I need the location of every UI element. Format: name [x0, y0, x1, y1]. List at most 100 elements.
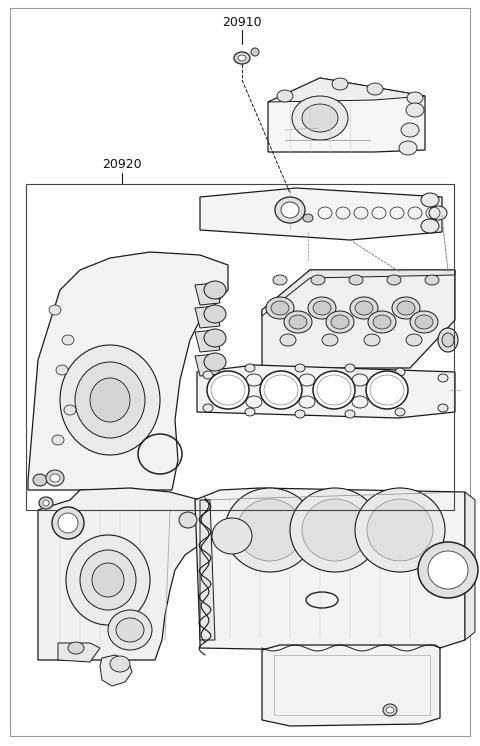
Ellipse shape	[281, 202, 299, 218]
Polygon shape	[197, 365, 455, 418]
Bar	[26, 184, 454, 510]
Polygon shape	[28, 252, 228, 490]
Ellipse shape	[260, 371, 302, 409]
Polygon shape	[195, 330, 220, 352]
Ellipse shape	[367, 83, 383, 95]
Ellipse shape	[245, 364, 255, 372]
Ellipse shape	[39, 497, 53, 509]
Polygon shape	[200, 500, 215, 640]
Polygon shape	[100, 655, 132, 686]
Ellipse shape	[68, 642, 84, 654]
Ellipse shape	[234, 52, 250, 64]
Ellipse shape	[49, 305, 61, 315]
Ellipse shape	[332, 78, 348, 90]
Ellipse shape	[406, 334, 422, 346]
Ellipse shape	[60, 345, 160, 455]
Ellipse shape	[373, 315, 391, 329]
Ellipse shape	[421, 219, 439, 233]
Ellipse shape	[407, 92, 423, 104]
Ellipse shape	[108, 610, 152, 650]
Ellipse shape	[397, 301, 415, 315]
Polygon shape	[200, 188, 442, 240]
Ellipse shape	[399, 141, 417, 155]
Ellipse shape	[116, 618, 144, 642]
Ellipse shape	[204, 353, 226, 371]
Text: 20920: 20920	[102, 158, 142, 172]
Ellipse shape	[345, 410, 355, 418]
Ellipse shape	[406, 103, 424, 117]
Ellipse shape	[43, 500, 49, 506]
Ellipse shape	[52, 435, 64, 445]
Ellipse shape	[46, 470, 64, 486]
Ellipse shape	[80, 550, 136, 610]
Polygon shape	[38, 488, 210, 660]
Ellipse shape	[33, 474, 47, 486]
Ellipse shape	[387, 275, 401, 285]
Ellipse shape	[275, 197, 305, 223]
Polygon shape	[195, 306, 220, 328]
Ellipse shape	[204, 305, 226, 323]
Ellipse shape	[392, 297, 420, 319]
Polygon shape	[195, 283, 220, 305]
Ellipse shape	[179, 512, 197, 528]
Ellipse shape	[383, 704, 397, 716]
Ellipse shape	[295, 410, 305, 418]
Ellipse shape	[428, 551, 468, 589]
Ellipse shape	[429, 206, 447, 220]
Ellipse shape	[280, 334, 296, 346]
Ellipse shape	[331, 315, 349, 329]
Ellipse shape	[203, 404, 213, 412]
Ellipse shape	[225, 488, 315, 572]
Polygon shape	[262, 270, 455, 368]
Ellipse shape	[442, 333, 454, 347]
Polygon shape	[262, 270, 455, 316]
Ellipse shape	[52, 507, 84, 539]
Ellipse shape	[308, 297, 336, 319]
Ellipse shape	[237, 499, 303, 561]
Polygon shape	[262, 645, 440, 726]
Ellipse shape	[273, 275, 287, 285]
Ellipse shape	[204, 281, 226, 299]
Ellipse shape	[212, 518, 252, 554]
Ellipse shape	[251, 48, 259, 56]
Ellipse shape	[277, 90, 293, 102]
Ellipse shape	[62, 335, 74, 345]
Ellipse shape	[425, 275, 439, 285]
Ellipse shape	[311, 275, 325, 285]
Ellipse shape	[367, 499, 433, 561]
Ellipse shape	[368, 311, 396, 333]
Ellipse shape	[75, 362, 145, 438]
Ellipse shape	[204, 329, 226, 347]
Polygon shape	[195, 354, 220, 376]
Ellipse shape	[364, 334, 380, 346]
Ellipse shape	[386, 707, 394, 713]
Ellipse shape	[289, 315, 307, 329]
Ellipse shape	[64, 405, 76, 415]
Ellipse shape	[418, 542, 478, 598]
Ellipse shape	[266, 297, 294, 319]
Ellipse shape	[56, 365, 68, 375]
Polygon shape	[268, 78, 425, 152]
Ellipse shape	[395, 368, 405, 376]
Ellipse shape	[313, 301, 331, 315]
Ellipse shape	[66, 535, 150, 625]
Ellipse shape	[322, 334, 338, 346]
Polygon shape	[268, 78, 425, 102]
Ellipse shape	[326, 311, 354, 333]
Ellipse shape	[284, 311, 312, 333]
Polygon shape	[465, 492, 475, 640]
Ellipse shape	[58, 513, 78, 533]
Ellipse shape	[271, 301, 289, 315]
Ellipse shape	[302, 499, 368, 561]
Ellipse shape	[421, 193, 439, 207]
Ellipse shape	[90, 378, 130, 422]
Ellipse shape	[110, 656, 130, 672]
Ellipse shape	[50, 474, 60, 482]
Ellipse shape	[245, 408, 255, 416]
Ellipse shape	[355, 488, 445, 572]
Ellipse shape	[302, 104, 338, 132]
Ellipse shape	[295, 364, 305, 372]
Ellipse shape	[438, 404, 448, 412]
Ellipse shape	[303, 214, 313, 222]
Ellipse shape	[438, 374, 448, 382]
